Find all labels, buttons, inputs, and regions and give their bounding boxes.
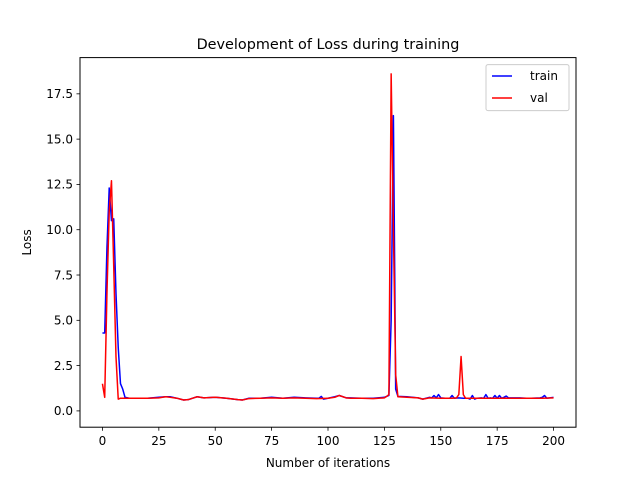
chart-title: Development of Loss during training bbox=[197, 37, 460, 53]
x-tick-label: 100 bbox=[317, 434, 340, 448]
x-axis-ticks: 0 25 50 75 100 125 150 175 200 bbox=[99, 427, 565, 448]
series-line-val bbox=[101, 73, 554, 401]
x-tick-label: 50 bbox=[208, 434, 223, 448]
x-tick-label: 25 bbox=[151, 434, 166, 448]
series-line-train bbox=[102, 114, 554, 401]
plot-lines bbox=[101, 73, 554, 401]
x-tick-label: 150 bbox=[429, 434, 452, 448]
y-tick-label: 15.0 bbox=[46, 132, 73, 146]
y-tick-label: 17.5 bbox=[46, 87, 73, 101]
legend: train val bbox=[485, 64, 570, 112]
y-tick-label: 12.5 bbox=[46, 178, 73, 192]
y-axis-label: Loss bbox=[20, 229, 34, 255]
legend-train-label: train bbox=[530, 69, 558, 83]
y-tick-label: 7.5 bbox=[54, 268, 73, 282]
y-tick-label: 0.0 bbox=[54, 404, 73, 418]
y-tick-label: 5.0 bbox=[54, 314, 73, 328]
y-tick-label: 10.0 bbox=[46, 223, 73, 237]
x-tick-label: 200 bbox=[542, 434, 565, 448]
x-tick-label: 175 bbox=[486, 434, 509, 448]
legend-val-label: val bbox=[530, 91, 548, 105]
x-tick-label: 125 bbox=[373, 434, 396, 448]
y-tick-label: 2.5 bbox=[54, 359, 73, 373]
y-axis-ticks: 0.0 2.5 5.0 7.5 10.0 12.5 15.0 17.5 bbox=[46, 87, 80, 418]
x-tick-label: 0 bbox=[99, 434, 107, 448]
x-axis-label: Number of iterations bbox=[266, 456, 390, 470]
x-tick-label: 75 bbox=[264, 434, 279, 448]
axes-frame bbox=[79, 57, 577, 428]
